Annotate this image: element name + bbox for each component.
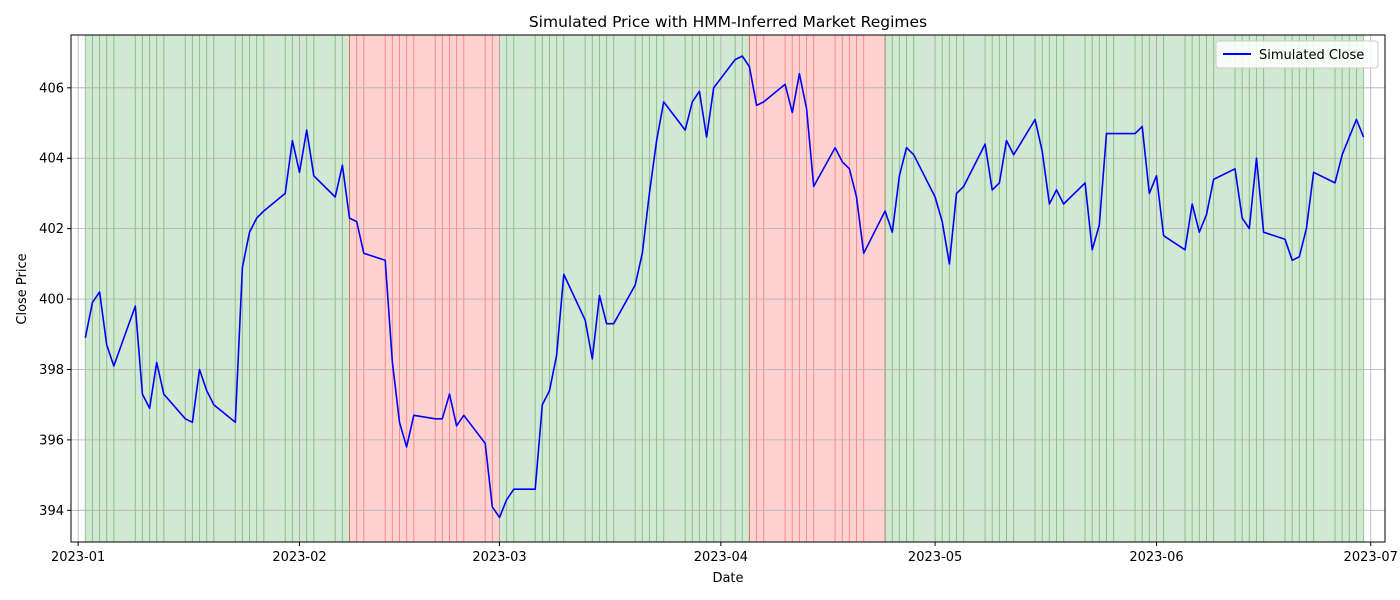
x-tick-label: 2023-06 [1129,550,1183,565]
regime-shading [84,35,1365,542]
legend-label: Simulated Close [1259,48,1364,63]
regime-span-bull-0 [85,35,350,542]
x-tick-label: 2023-01 [51,550,105,565]
x-axis-label: Date [712,571,743,586]
axes [70,34,1386,543]
x-tick-label: 2023-03 [472,550,526,565]
x-tick-label: 2023-05 [908,550,962,565]
chart-title: Simulated Price with HMM-Inferred Market… [529,13,927,31]
x-tick-label: 2023-07 [1344,550,1398,565]
plot-frame [70,34,1386,543]
regime-span-bull-2 [499,35,750,542]
y-axis-ticks: 394 396 398 400 402 404 406 [39,81,71,519]
legend-box [1215,40,1379,69]
y-tick-label: 396 [39,433,64,448]
legend: Simulated Close [1215,40,1379,69]
regime-span-bull-4 [885,35,1364,542]
regime-span-bear-3 [749,35,886,542]
x-axis-ticks: 2023-01 2023-02 2023-03 2023-04 2023-05 2023-… [51,542,1398,565]
x-tick-label: 2023-02 [272,550,326,565]
y-tick-label: 404 [39,152,64,167]
y-tick-label: 406 [39,81,64,96]
y-tick-label: 398 [39,363,64,378]
regime-span-bear-1 [349,35,500,542]
y-tick-label: 400 [39,293,64,308]
y-tick-label: 394 [39,504,64,519]
series-line-simulated-close [84,55,1365,519]
series-layer [84,55,1365,519]
y-axis-label: Close Price [15,253,30,324]
grid-lines [71,35,1385,542]
x-tick-label: 2023-04 [694,550,748,565]
y-tick-label: 402 [39,222,64,237]
